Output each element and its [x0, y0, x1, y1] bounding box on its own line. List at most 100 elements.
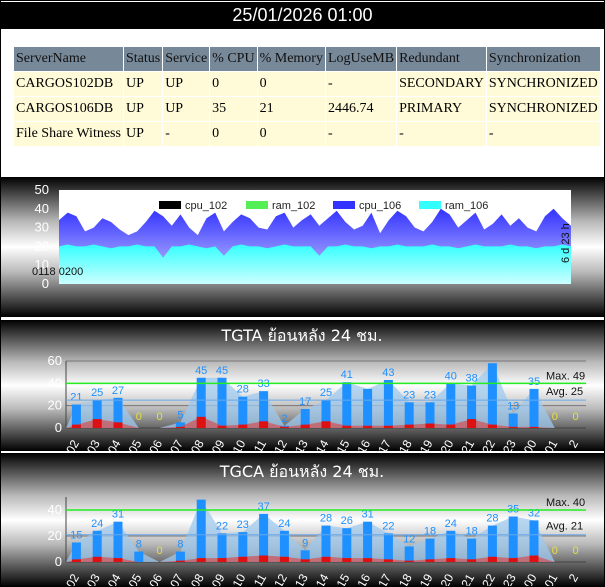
x-tick-label: 07	[167, 437, 186, 456]
legend-label: cpu_106	[359, 200, 401, 212]
x-tick-label: 09	[209, 437, 228, 456]
bar-secondary-08	[196, 416, 206, 428]
x-tick-label: 21	[458, 437, 477, 456]
x-tick-label: 03	[84, 437, 103, 456]
data-label: 25	[320, 387, 332, 399]
x-tick-label: 12	[271, 571, 290, 587]
series-area-ram_106	[59, 244, 571, 284]
bar-secondary-23	[508, 558, 518, 562]
x-tick-label: 04	[105, 571, 124, 587]
bar-16	[363, 388, 373, 428]
table-cell: 35	[209, 96, 258, 122]
data-label: 0	[573, 411, 579, 423]
y-tick-label: 20	[48, 398, 62, 413]
data-label: 22	[382, 520, 394, 532]
bar-09	[217, 377, 227, 428]
bar-secondary-20	[446, 558, 456, 562]
x-tick-label: 11	[251, 571, 270, 587]
x-tick-label: 01	[542, 437, 561, 456]
table-cell: 21	[256, 96, 326, 122]
table-cell: UP	[122, 71, 164, 97]
data-label: 9	[302, 537, 308, 549]
bar-11	[259, 391, 269, 428]
server-status-table: ServerName Status Service% CPU% Memory LogU…	[13, 46, 601, 147]
legend-label: ram_102	[272, 200, 315, 212]
x-tick-label: 08	[188, 437, 207, 456]
x-start-label: 0118 0200	[32, 266, 83, 278]
data-label: 31	[112, 509, 124, 521]
bar-18	[404, 546, 414, 562]
data-label: 24	[445, 518, 457, 530]
x-tick-label: 15	[334, 437, 353, 456]
data-label: 28	[320, 513, 332, 525]
chart-title: TGTA ย้อนหลัง 24 ชม.	[220, 326, 382, 345]
avg-label: Avg. 25	[546, 386, 583, 398]
x-tick-label: 16	[354, 437, 373, 456]
data-label: 33	[257, 378, 269, 390]
bar-23	[508, 413, 518, 428]
bar-00	[529, 388, 539, 428]
table-header-row: ServerName Status Service% CPU% Memory LogU…	[13, 46, 601, 72]
bar-20	[446, 383, 456, 428]
data-label: 38	[465, 373, 477, 385]
y-tick-label: 60	[48, 353, 62, 368]
x-tick-label: 15	[334, 571, 353, 587]
column-header: Redundant	[396, 46, 487, 72]
data-label: 2	[281, 413, 287, 425]
bar-07	[175, 551, 185, 562]
bar-secondary-21	[467, 559, 477, 562]
bar-14	[321, 400, 331, 428]
data-label: 26	[341, 515, 353, 527]
x-tick-label: 04	[105, 437, 124, 456]
legend-swatch	[159, 201, 181, 209]
column-header: Synchronization	[485, 46, 601, 72]
table-cell: 0	[256, 71, 326, 97]
x-tick-label: 21	[458, 571, 477, 587]
max-label: Max. 40	[546, 497, 585, 509]
data-label: 18	[465, 526, 477, 538]
bar-02	[71, 404, 81, 428]
x-tick-label: 10	[230, 437, 249, 456]
table-cell: File Share Witness	[13, 121, 124, 147]
data-label: 43	[382, 367, 394, 379]
bar-secondary-09	[217, 425, 227, 428]
x-tick-label: 00	[521, 437, 540, 456]
bar-secondary-04	[113, 422, 123, 428]
cpu-ram-area-chart: 0 10 20 30 40 50 cpu_102 ram_102 cpu_106 ram_106 0…	[32, 182, 572, 291]
bar-secondary-14	[321, 421, 331, 428]
data-label: 0	[136, 411, 142, 423]
table-cell: -	[324, 121, 398, 147]
data-label: 0	[552, 545, 558, 557]
x-tick-label: 03	[84, 571, 103, 587]
bar-11	[259, 513, 269, 562]
data-label: 25	[91, 387, 103, 399]
bar-secondary-02	[71, 559, 81, 562]
table-cell: 0	[256, 121, 326, 147]
table-cell: CARGOS106DB	[13, 96, 124, 122]
x-tick-label: 16	[354, 571, 373, 587]
data-label: 23	[424, 389, 436, 401]
column-header: % Memory	[256, 46, 326, 72]
bar-secondary-17	[383, 559, 393, 562]
legend-label: ram_106	[445, 200, 488, 212]
x-tick-label: 02	[63, 437, 82, 456]
data-label: 0	[157, 411, 163, 423]
bar-secondary-16	[363, 425, 373, 428]
bar-secondary-12	[279, 556, 289, 562]
table-cell: -	[396, 121, 487, 147]
y-tick-label: 30	[35, 220, 49, 235]
x-tick-label: 00	[521, 571, 540, 587]
x-tick-label: 18	[396, 571, 415, 587]
table-cell: -	[162, 121, 211, 147]
bar-09	[217, 533, 227, 562]
legend-label: cpu_102	[185, 200, 227, 212]
y-tick-label: 20	[48, 528, 62, 543]
table-cell: UP	[122, 96, 164, 122]
x-tick-label: 01	[542, 571, 561, 587]
bar-secondary-03	[92, 419, 102, 428]
x-tick-label: 22	[479, 571, 498, 587]
trend-area	[66, 363, 586, 428]
bar-13	[300, 550, 310, 562]
table-cell: 2446.74	[324, 96, 398, 122]
data-label: 17	[299, 396, 311, 408]
